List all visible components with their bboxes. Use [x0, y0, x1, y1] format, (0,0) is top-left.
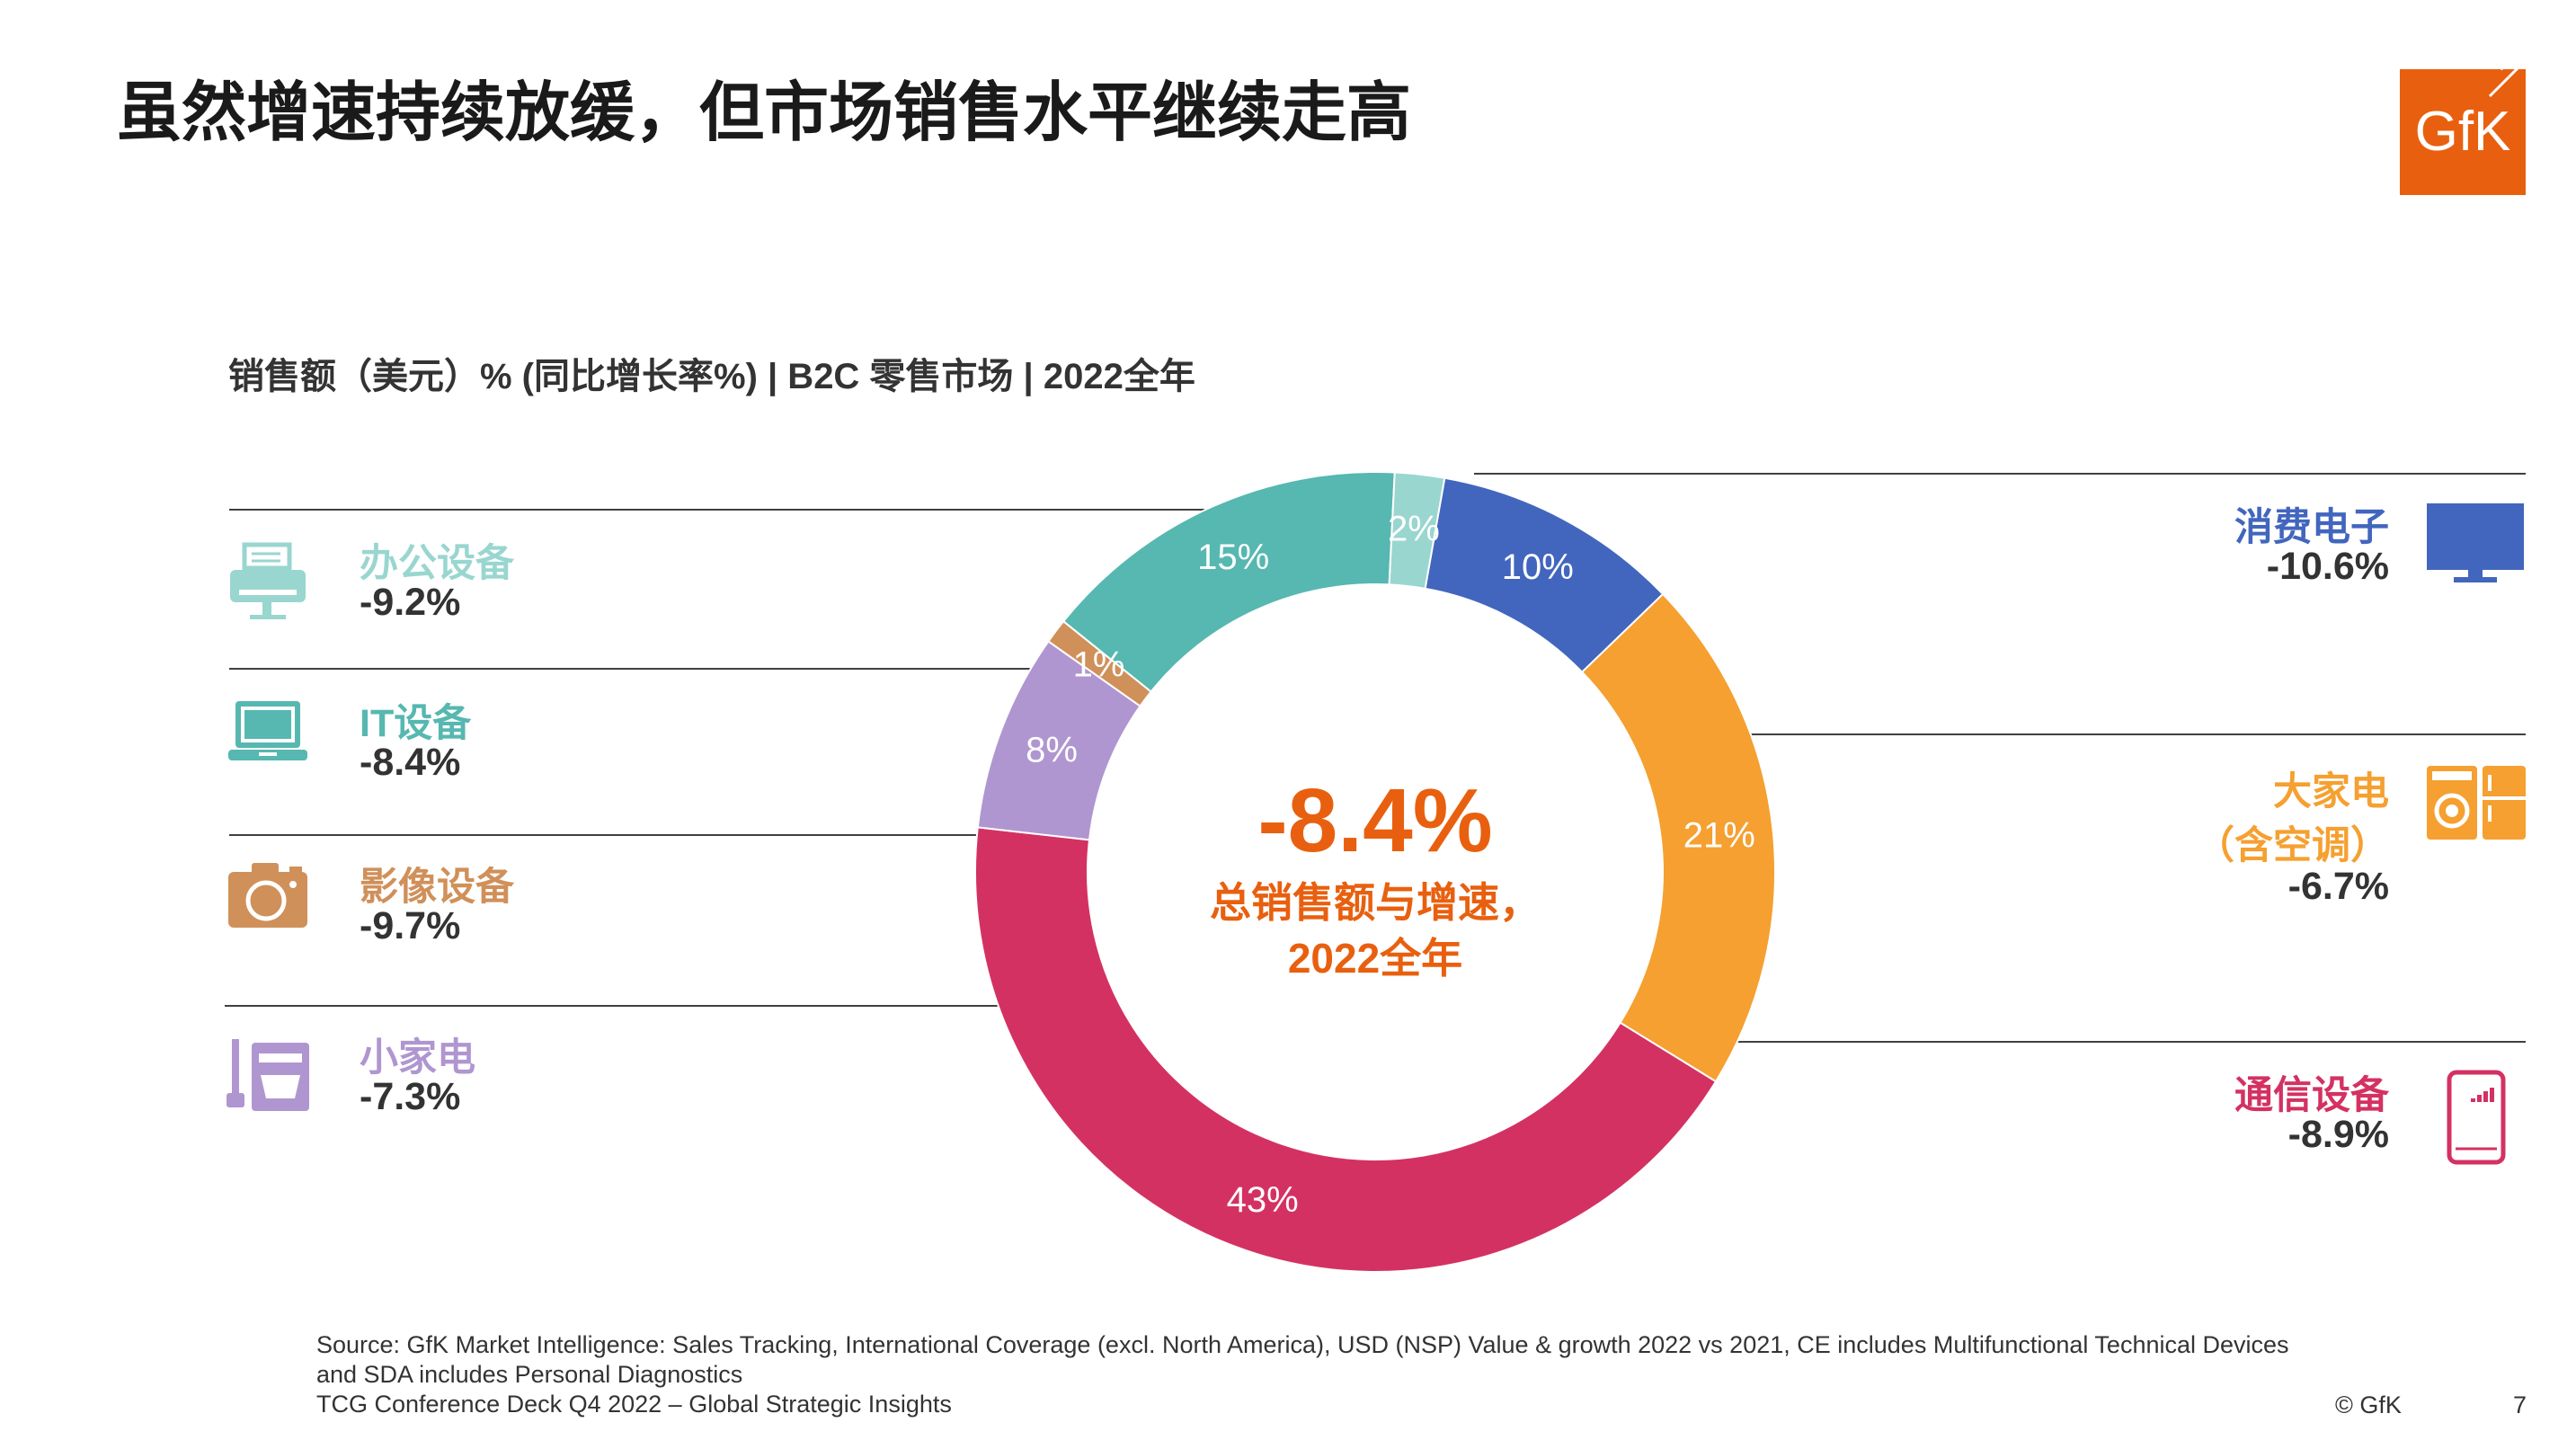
divider-left-1 [229, 509, 1204, 511]
source-line-1: Source: GfK Market Intelligence: Sales T… [316, 1331, 2289, 1358]
category-name-it: IT设备 [360, 702, 472, 745]
donut-slice-label-0: 10% [1502, 547, 1574, 587]
page-title: 虽然增速持续放缓，但市场销售水平继续走高 [117, 77, 1412, 149]
washer-fridge-icon [2427, 766, 2526, 840]
divider-right-2 [1751, 733, 2526, 735]
category-growth-sda: -7.3% [360, 1075, 461, 1118]
donut-slice-6 [1388, 471, 1446, 591]
donut-slice-label-6: 2% [1388, 509, 1440, 548]
center-label-line2: 2022全年 [1287, 935, 1463, 982]
camera-icon [228, 863, 307, 928]
divider-left-3 [229, 834, 1002, 836]
donut-slice-label-5: 15% [1197, 538, 1269, 577]
category-name-mda: 大家电 [2273, 770, 2389, 813]
logo-text: GfK [2414, 101, 2511, 163]
category-name-ce: 消费电子 [2234, 506, 2389, 549]
donut-slice-label-3: 8% [1026, 730, 1078, 769]
divider-right-1 [1474, 473, 2526, 475]
category-name2-mda: （含空调） [2196, 824, 2389, 867]
source-note: Source: GfK Market Intelligence: Sales T… [316, 1330, 2384, 1419]
donut-chart: 10% 21% 43% 8% 1% 15% 2% [974, 471, 1776, 1273]
category-growth-mda: -6.7% [2287, 865, 2389, 908]
category-growth-imaging: -9.7% [360, 904, 461, 947]
category-growth-office: -9.2% [360, 581, 461, 624]
source-line-2: and SDA includes Personal Diagnostics [316, 1361, 743, 1388]
category-name-telecom: 通信设备 [2234, 1074, 2389, 1117]
center-label-line1: 总销售额与增速， [1210, 879, 1541, 926]
printer-icon [230, 542, 306, 619]
smartphone-icon [2447, 1070, 2506, 1165]
category-name-imaging: 影像设备 [360, 866, 514, 909]
donut-slice-2 [974, 826, 1718, 1273]
category-name-office: 办公设备 [360, 542, 514, 585]
category-growth-telecom: -8.9% [2287, 1113, 2389, 1156]
page-number: 7 [2513, 1391, 2527, 1418]
laptop-icon [228, 701, 307, 760]
chart-subtitle: 销售额（美元）% (同比增长率%) | B2C 零售市场 | 2022全年 [228, 357, 1195, 396]
donut-slice-label-4: 1% [1073, 644, 1125, 684]
category-name-sda: 小家电 [360, 1036, 475, 1080]
donut-slice-label-2: 43% [1227, 1180, 1299, 1220]
divider-left-2 [229, 668, 1038, 670]
gfk-logo: GfK [2400, 69, 2526, 195]
divider-left-4 [225, 1005, 1016, 1007]
copyright: © GfK [2335, 1391, 2402, 1418]
donut-slice-label-1: 21% [1683, 815, 1755, 855]
divider-right-3 [1735, 1041, 2526, 1043]
category-growth-ce: -10.6% [2266, 545, 2389, 588]
center-total-growth: -8.4% [1257, 770, 1493, 871]
tv-icon [2427, 503, 2524, 582]
source-line-3: TCG Conference Deck Q4 2022 – Global Str… [316, 1391, 952, 1418]
category-growth-it: -8.4% [360, 741, 461, 784]
donut-slice-1 [1580, 592, 1776, 1083]
mixer-icon [227, 1039, 309, 1111]
